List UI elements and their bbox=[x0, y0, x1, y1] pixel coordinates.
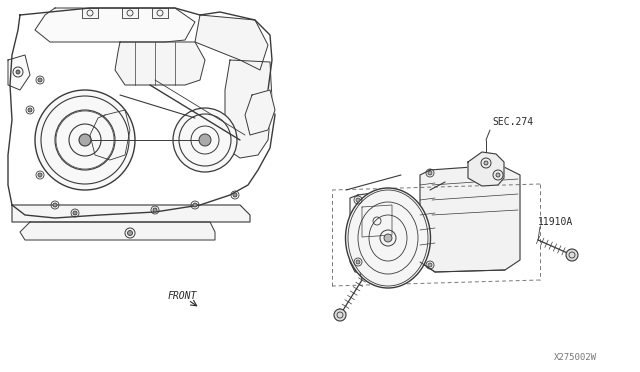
Circle shape bbox=[566, 249, 578, 261]
Circle shape bbox=[334, 309, 346, 321]
Circle shape bbox=[127, 231, 132, 235]
Circle shape bbox=[496, 173, 500, 177]
Polygon shape bbox=[12, 205, 250, 222]
Circle shape bbox=[38, 78, 42, 82]
Ellipse shape bbox=[346, 188, 431, 288]
Polygon shape bbox=[90, 110, 130, 160]
Text: 11910A: 11910A bbox=[355, 263, 390, 273]
Text: SEC.274: SEC.274 bbox=[492, 117, 533, 127]
Polygon shape bbox=[225, 60, 272, 158]
Circle shape bbox=[356, 260, 360, 264]
Polygon shape bbox=[152, 8, 168, 18]
Polygon shape bbox=[420, 165, 520, 272]
Circle shape bbox=[53, 203, 57, 207]
Text: X275002W: X275002W bbox=[554, 353, 596, 362]
Polygon shape bbox=[35, 8, 195, 42]
Circle shape bbox=[28, 108, 32, 112]
Circle shape bbox=[199, 134, 211, 146]
Polygon shape bbox=[468, 152, 504, 186]
Polygon shape bbox=[82, 8, 98, 18]
Circle shape bbox=[73, 211, 77, 215]
Circle shape bbox=[38, 173, 42, 177]
Polygon shape bbox=[8, 55, 30, 90]
Polygon shape bbox=[8, 8, 275, 218]
Polygon shape bbox=[350, 190, 400, 272]
Circle shape bbox=[484, 161, 488, 165]
Circle shape bbox=[16, 70, 20, 74]
Circle shape bbox=[173, 108, 237, 172]
Text: 11910A: 11910A bbox=[538, 217, 573, 227]
Circle shape bbox=[356, 198, 360, 202]
Circle shape bbox=[428, 263, 432, 267]
Circle shape bbox=[428, 171, 432, 175]
Circle shape bbox=[79, 134, 91, 146]
Circle shape bbox=[35, 90, 135, 190]
Polygon shape bbox=[122, 8, 138, 18]
Polygon shape bbox=[362, 205, 392, 237]
Circle shape bbox=[384, 234, 392, 242]
Polygon shape bbox=[245, 90, 275, 135]
Polygon shape bbox=[115, 42, 205, 85]
Polygon shape bbox=[195, 15, 268, 70]
Circle shape bbox=[233, 193, 237, 197]
Polygon shape bbox=[20, 222, 215, 240]
Circle shape bbox=[193, 203, 197, 207]
Text: FRONT: FRONT bbox=[168, 291, 197, 301]
Circle shape bbox=[153, 208, 157, 212]
